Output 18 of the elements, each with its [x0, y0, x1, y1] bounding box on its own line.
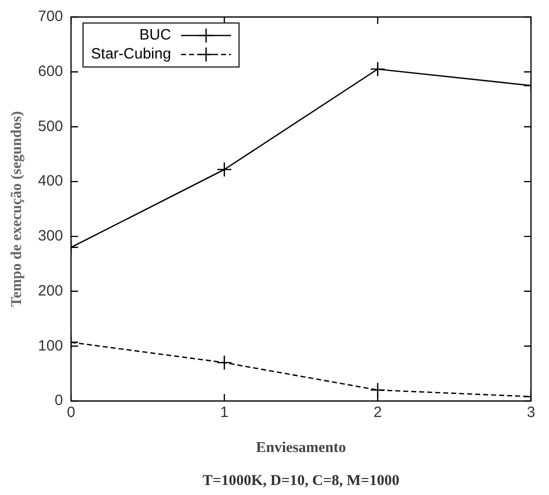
legend-label: BUC	[139, 26, 172, 44]
legend-label: Star-Cubing	[91, 46, 172, 63]
y-tick-label: 100	[38, 337, 64, 354]
y-tick-label: 0	[54, 392, 64, 410]
x-tick-label: 1	[220, 404, 229, 422]
x-tick-label: 0	[66, 404, 76, 422]
x-tick-label: 3	[526, 404, 536, 422]
y-tick-label: 500	[38, 118, 64, 135]
x-axis-title: Enviesamento	[256, 440, 346, 456]
y-axis-title: Tempo de execução (segundos)	[8, 111, 25, 307]
x-tick-label: 2	[374, 404, 382, 422]
y-tick-label: 400	[38, 172, 64, 190]
y-tick-label: 600	[38, 63, 64, 80]
point	[216, 354, 232, 370]
text: T=1000K, D=10, C=8, M=1000	[202, 473, 400, 489]
y-tick-label: 700	[38, 8, 64, 26]
y-tick-label: 200	[38, 282, 64, 300]
y-tick-label: 300	[38, 228, 64, 245]
